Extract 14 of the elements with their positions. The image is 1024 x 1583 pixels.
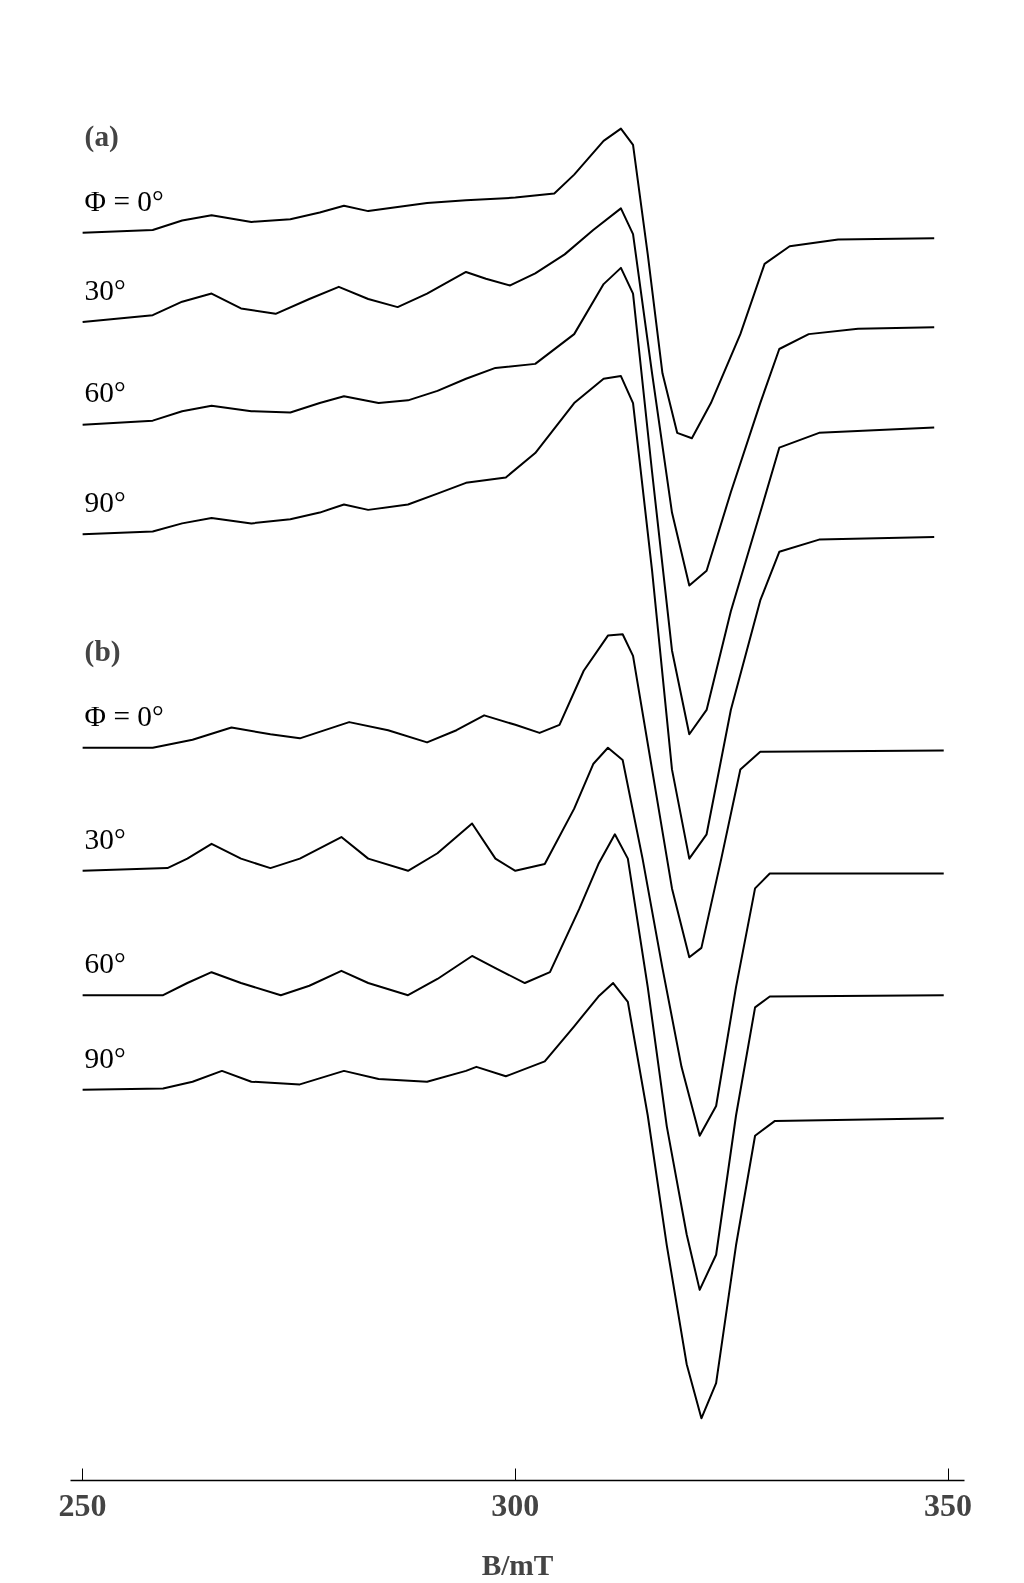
series-label: 90° [84, 1041, 126, 1074]
x-tick-label: 350 [924, 1486, 973, 1523]
series-label: 30° [84, 273, 126, 306]
series-label: 90° [84, 485, 126, 518]
annotation: (a) [84, 119, 119, 153]
series-label: Φ = 0° [84, 699, 164, 732]
series-label: 60° [84, 946, 126, 979]
x-tick-label: 300 [491, 1486, 540, 1523]
series-label: 60° [84, 376, 126, 409]
series-label: Φ = 0° [84, 184, 164, 217]
annotation: (b) [84, 634, 121, 668]
series-label: 30° [84, 822, 126, 855]
x-tick-label: 250 [58, 1486, 107, 1523]
x-axis-title: B/mT [481, 1548, 554, 1581]
